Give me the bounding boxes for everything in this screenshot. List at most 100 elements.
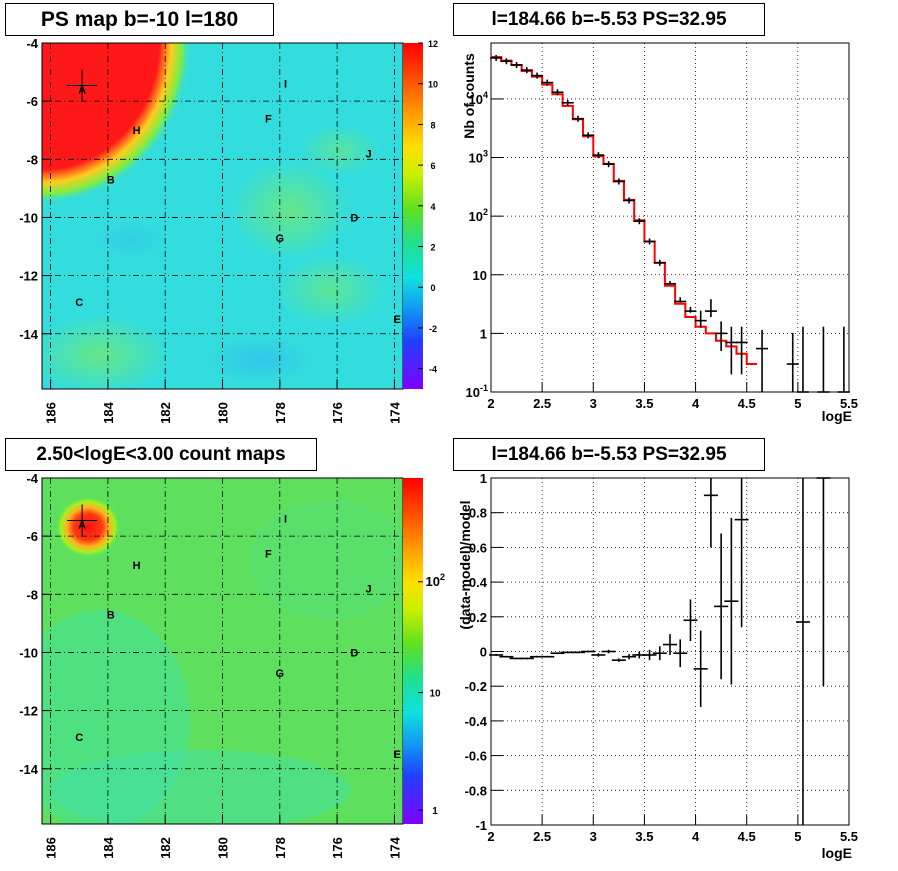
- source-label-B: B: [107, 175, 115, 187]
- count-map-title: 2.50<logE<3.00 count maps: [5, 438, 317, 471]
- source-label-F: F: [265, 114, 272, 126]
- map-x-tick-label: 184: [101, 836, 116, 858]
- colorbar-tick-label: 0: [430, 283, 435, 293]
- residuals-xlabel: logE: [822, 845, 852, 861]
- count-map-source-labels: ABCDEFGHIJ: [67, 504, 401, 761]
- source-label-E: E: [394, 314, 401, 326]
- map-x-tick-label: 180: [216, 402, 231, 424]
- spectrum-y-tick-label: 10: [473, 268, 487, 283]
- map-y-tick-label: -10: [19, 210, 38, 225]
- ps-map-image: [42, 43, 403, 389]
- map-y-tick-label: -6: [26, 529, 38, 544]
- source-label-G: G: [276, 668, 285, 680]
- map-x-tick-label: 184: [101, 401, 116, 423]
- source-label-I: I: [284, 79, 287, 91]
- ps-map-grid: [42, 43, 403, 389]
- map-y-tick-label: -4: [26, 36, 38, 51]
- count-map-panel: ABCDEFGHIJ 186184182180178176174-4-6-8-1…: [19, 471, 445, 859]
- source-label-H: H: [133, 560, 141, 572]
- spectrum-y-tick-label: 1: [480, 326, 487, 341]
- spectrum-y-tick-label: 103: [469, 149, 488, 166]
- ps-map-title: PS map b=-10 l=180: [5, 3, 274, 36]
- colorbar-tick-label: 2: [430, 243, 435, 253]
- colorbar-tick-label: 6: [430, 161, 435, 171]
- colorbar-tick-label: 12: [428, 39, 438, 49]
- map-x-tick-label: 176: [330, 402, 345, 424]
- colorbar-tick-label: 10: [429, 689, 441, 700]
- spectrum-x-tick-label: 3: [590, 396, 597, 411]
- map-x-tick-label: 182: [158, 837, 173, 859]
- residuals-x-tick-label: 4.5: [738, 829, 756, 844]
- residuals-y-tick-label: 1: [480, 471, 487, 486]
- residuals-x-tick-label: 2: [487, 829, 494, 844]
- residuals-y-tick-label: 0: [480, 645, 487, 660]
- count-map-axes: 186 184 182 180 178 176 174 -4 -6 -8 -10 -12 -14: [19, 471, 402, 859]
- count-map-colorbar: [403, 478, 423, 824]
- source-label-E: E: [394, 749, 401, 761]
- map-y-tick-label: -4: [26, 471, 38, 486]
- residuals-y-tick-label: -0.8: [465, 783, 487, 798]
- map-x-tick-label: 178: [273, 402, 288, 424]
- spectrum-x-tick-label: 5.5: [840, 396, 858, 411]
- residuals-x-tick-label: 5.5: [840, 829, 858, 844]
- map-y-tick-label: -14: [19, 327, 39, 342]
- map-y-tick-label: -12: [19, 269, 38, 284]
- residuals-y-tick-label: -0.2: [465, 679, 487, 694]
- map-x-tick-label: 182: [158, 402, 173, 424]
- map-x-tick-label: 178: [273, 837, 288, 859]
- residuals-x-tick-label: 4: [692, 829, 700, 844]
- colorbar-tick-label: 102: [426, 572, 445, 589]
- colorbar-tick-label: 4: [430, 202, 435, 212]
- map-x-tick-label: 180: [216, 837, 231, 859]
- residuals-y-tick-label: 0.2: [469, 610, 487, 625]
- residuals-x-tick-label: 3.5: [635, 829, 653, 844]
- count-map-grid: [42, 478, 403, 824]
- spectrum-title: l=184.66 b=-5.53 PS=32.95: [453, 3, 765, 36]
- spectrum-ylabel: Nb of counts: [461, 53, 477, 139]
- map-y-tick-label: -12: [19, 704, 38, 719]
- source-label-J: J: [366, 583, 372, 595]
- spectrum-data-points: [490, 54, 850, 393]
- map-x-tick-label: 176: [330, 837, 345, 859]
- colorbar-tick-label: -4: [429, 365, 437, 375]
- residuals-x-tick-label: 3: [590, 829, 597, 844]
- spectrum-axes: 2 2.5 3 3.5 4 4.5 5 5.5 10-1 1 10 102 103 104: [466, 90, 859, 411]
- map-y-tick-label: -14: [19, 762, 39, 777]
- spectrum-panel: 2 2.5 3 3.5 4 4.5 5 5.5 10-1 1 10 102 103 104 Nb of c…: [461, 42, 859, 424]
- map-x-tick-label: 174: [387, 401, 402, 423]
- residuals-data-points: [489, 477, 831, 825]
- ps-map-axes: 186 184 182 180 178 176 174 -4 -6 -8 -10 -12 -14: [19, 36, 402, 424]
- ps-map-colorbar: [403, 43, 423, 389]
- spectrum-x-tick-label: 2: [487, 396, 494, 411]
- residuals-y-tick-label: 0.8: [469, 506, 487, 521]
- map-x-tick-label: 186: [44, 402, 59, 424]
- residuals-y-tick-label: -0.4: [465, 714, 488, 729]
- spectrum-xlabel: logE: [822, 408, 852, 424]
- residuals-y-tick-label: -1: [475, 818, 487, 833]
- spectrum-y-tick-label: 102: [469, 207, 488, 224]
- spectrum-y-tick-label: 10-1: [466, 383, 488, 400]
- map-x-tick-label: 174: [387, 836, 402, 858]
- map-y-tick-label: -8: [26, 587, 38, 602]
- residuals-axes: 2 2.5 3 3.5 4 4.5 5 5.5 -1 -0.8 -0.6 -0.4 -0.2 0 0.2 0.…: [465, 471, 858, 844]
- colorbar-tick-label: -2: [429, 324, 437, 334]
- ps-map-source-labels: ABCDEFGHIJ: [67, 69, 401, 326]
- source-label-F: F: [265, 549, 272, 561]
- map-y-tick-label: -6: [26, 94, 38, 109]
- residuals-title: l=184.66 b=-5.53 PS=32.95: [453, 438, 765, 471]
- count-map-colorbar-ticks: 102 10 1: [418, 572, 445, 817]
- residuals-y-tick-label: 0.4: [469, 575, 488, 590]
- spectrum-x-tick-label: 4.5: [738, 396, 756, 411]
- source-label-D: D: [350, 647, 358, 659]
- spectrum-y-tick-label: 104: [469, 90, 488, 107]
- source-label-B: B: [107, 610, 115, 622]
- residuals-y-tick-label: -0.6: [465, 749, 487, 764]
- colorbar-tick-label: 8: [430, 120, 435, 130]
- source-label-D: D: [350, 212, 358, 224]
- source-label-J: J: [366, 148, 372, 160]
- map-y-tick-label: -8: [26, 152, 38, 167]
- residuals-y-tick-label: 0.6: [469, 540, 487, 555]
- source-label-G: G: [276, 233, 285, 245]
- spectrum-x-tick-label: 4: [692, 396, 700, 411]
